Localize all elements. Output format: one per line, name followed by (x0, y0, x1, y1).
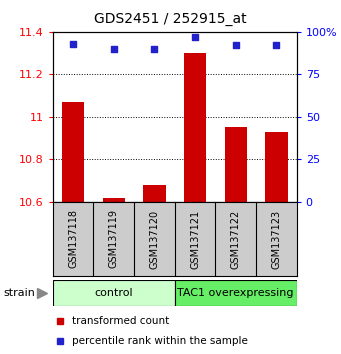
Bar (62, 102, 84, 202)
Point (192, 34, 198, 40)
Bar (224, 127, 247, 202)
Text: TAC1 overexpressing: TAC1 overexpressing (177, 288, 294, 298)
Text: GSM137120: GSM137120 (149, 209, 160, 269)
Text: percentile rank within the sample: percentile rank within the sample (72, 336, 248, 346)
Point (273, 42, 279, 48)
Point (152, 46, 157, 52)
Bar (143, 185, 166, 202)
Text: GSM137121: GSM137121 (190, 209, 200, 269)
Point (111, 46, 117, 52)
Text: transformed count: transformed count (72, 316, 169, 326)
Text: GDS2451 / 252915_at: GDS2451 / 252915_at (94, 12, 247, 27)
Text: GSM137122: GSM137122 (231, 209, 241, 269)
Text: control: control (94, 288, 133, 298)
Text: GSM137118: GSM137118 (68, 210, 78, 268)
Bar (103, 198, 125, 202)
Text: strain: strain (3, 288, 35, 298)
Bar (53, 280, 175, 306)
Point (233, 42, 238, 48)
Bar (265, 132, 287, 202)
Point (71, 41, 76, 47)
Bar (175, 280, 297, 306)
Text: GSM137123: GSM137123 (271, 209, 281, 269)
Text: GSM137119: GSM137119 (109, 210, 119, 268)
Bar (184, 53, 206, 202)
